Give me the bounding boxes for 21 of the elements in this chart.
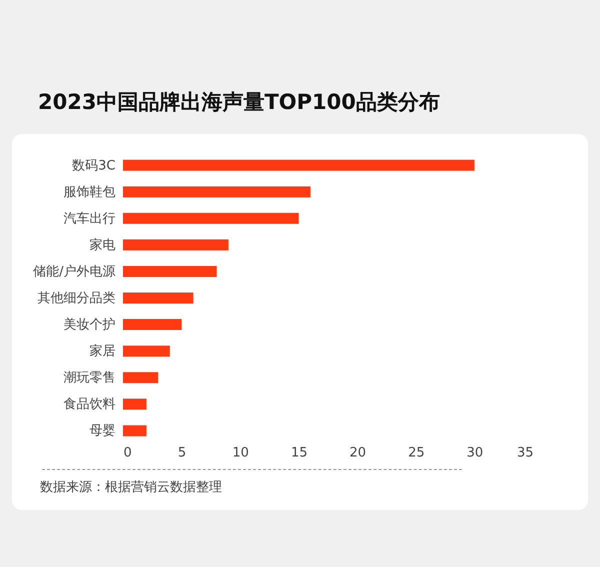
x-tick-label: 20 xyxy=(350,446,366,460)
y-tick-label: 其他细分品类 xyxy=(38,291,116,306)
y-tick-label: 母婴 xyxy=(90,424,116,439)
y-tick-label: 食品饮料 xyxy=(64,397,116,412)
y-tick-label: 美妆个护 xyxy=(64,316,116,333)
y-tick-label: 数码3C xyxy=(72,158,116,174)
x-tick-label: 35 xyxy=(516,446,534,460)
x-tick-label: 5 xyxy=(178,446,186,460)
y-tick-label: 家电 xyxy=(90,236,116,253)
y-tick-label: 汽车出行 xyxy=(64,211,116,226)
y-tick-label: 潮玩零售 xyxy=(64,370,116,386)
x-tick-label: 30 xyxy=(466,446,484,460)
source-note: 数据来源：根据营销云数据整理 xyxy=(40,479,223,496)
x-tick-label: 25 xyxy=(408,446,425,460)
x-tick-label: 10 xyxy=(232,446,249,460)
y-tick-label: 储能/户外电源 xyxy=(33,264,116,280)
x-tick-label: 0 xyxy=(124,446,132,460)
chart-title: 2023中国品牌出海声量TOP100品类分布 xyxy=(37,89,441,116)
x-tick-label: 15 xyxy=(290,446,308,460)
y-tick-label: 服饰鞋包 xyxy=(64,184,116,200)
y-tick-label: 家居 xyxy=(90,343,116,360)
